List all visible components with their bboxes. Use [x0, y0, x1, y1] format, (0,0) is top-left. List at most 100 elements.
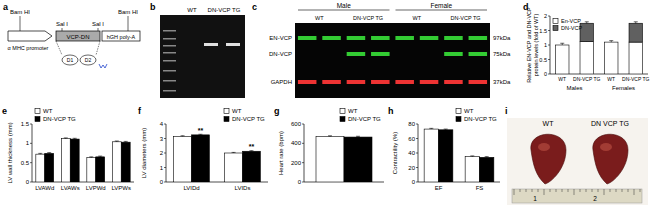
- site-line: [98, 28, 99, 31]
- blot-band: [322, 36, 341, 40]
- bar: [629, 23, 642, 42]
- error-cap: [485, 156, 489, 157]
- ruler-tick: [598, 189, 599, 192]
- bar: [316, 137, 344, 182]
- y-tick: [302, 162, 304, 163]
- tick-label: 1: [26, 140, 30, 146]
- legend-swatch: [340, 117, 345, 122]
- error-cap: [47, 152, 51, 153]
- restriction-site: Sal I: [92, 21, 104, 27]
- ruler-tick: [574, 189, 575, 195]
- tick-label: 0: [544, 71, 547, 77]
- tick-label: 1.5: [539, 28, 547, 34]
- group-label: Females: [612, 85, 635, 91]
- chart: LV wall thickness (mm)00.511.5LVAWdLVAWs…: [7, 108, 134, 191]
- chart: Heart rate (bpm)0200400600WTDN-VCP TG: [278, 108, 384, 185]
- error-cap: [98, 156, 102, 157]
- category-label: LVPWs: [111, 185, 131, 191]
- y-tick: [30, 182, 32, 183]
- tick-label: 3: [160, 136, 164, 142]
- tick-label: 600: [291, 121, 302, 127]
- legend-swatch: [224, 117, 229, 122]
- error-cap: [38, 153, 42, 154]
- ruler-tick: [622, 189, 623, 192]
- blot-band: [395, 80, 414, 84]
- bar: [87, 158, 96, 182]
- error-cap: [124, 141, 128, 142]
- site-line: [128, 16, 129, 31]
- lane-label: DN-VCP TG: [208, 7, 241, 13]
- legend-label: WT: [464, 108, 474, 114]
- error-cap: [634, 21, 638, 22]
- marks: [316, 136, 372, 182]
- gel-image: [160, 15, 245, 98]
- y-tick: [416, 138, 418, 139]
- ruler-tick: [586, 189, 587, 192]
- category-label: WT: [607, 76, 615, 82]
- site-line: [62, 28, 63, 31]
- error-cap: [470, 155, 474, 156]
- axis-title: protein levels (fold of WT): [533, 14, 539, 77]
- category-label: LVIDs: [235, 185, 251, 191]
- insert-box: [56, 31, 100, 41]
- bar: [192, 135, 210, 182]
- y-tick: [302, 143, 304, 144]
- axis-title: Contractility (%): [392, 132, 398, 174]
- y-tick: [302, 124, 304, 125]
- ladder-band: [163, 60, 176, 62]
- legend-label: DN-VCP TG: [232, 116, 265, 122]
- size-label: 97kDa: [493, 35, 511, 41]
- photo-bg: [507, 118, 648, 205]
- legend-swatch: [456, 117, 461, 122]
- tick-label: 1: [544, 42, 547, 48]
- domain: [80, 55, 96, 65]
- tick-label: 80: [408, 121, 415, 127]
- bar: [439, 130, 453, 182]
- y-tick: [416, 153, 418, 154]
- category-label: DN-VCP TG: [622, 76, 649, 82]
- panel-letter: f: [138, 106, 142, 116]
- tick-label: 4: [160, 121, 164, 127]
- size-label: 75kDa: [493, 51, 511, 57]
- tick-label: 0: [26, 179, 30, 185]
- gel-band: [204, 43, 218, 46]
- blot-band: [444, 80, 463, 84]
- error-cap: [444, 129, 448, 130]
- error-cap: [89, 156, 93, 157]
- tick-label: 0: [412, 179, 416, 185]
- error-cap: [356, 136, 360, 137]
- y-axis: [32, 124, 33, 182]
- y-tick: [416, 167, 418, 168]
- ruler-tick: [550, 189, 551, 192]
- ruler-tick: [556, 189, 557, 192]
- ruler-number: 1: [533, 195, 537, 202]
- legend-swatch: [35, 109, 40, 114]
- heart: [531, 134, 566, 184]
- promoter-box: [8, 31, 52, 41]
- restriction-site: Bam HI: [10, 9, 30, 15]
- ladder-band: [163, 38, 176, 40]
- size-label: 37kDa: [493, 79, 511, 85]
- marks: [424, 128, 494, 182]
- bar: [174, 136, 192, 182]
- polya-label: hGH poly-A: [107, 34, 136, 40]
- bar: [605, 42, 618, 74]
- blot-band: [347, 52, 366, 56]
- blot-band: [347, 80, 366, 84]
- y-tick: [30, 162, 32, 163]
- promoter-label: α MHC promoter: [8, 45, 49, 51]
- category-label: LVPWd: [86, 185, 106, 191]
- marks: [174, 134, 261, 182]
- tick-label: 60: [408, 136, 415, 142]
- bar: [61, 139, 70, 182]
- ruler-tick: [628, 189, 629, 192]
- chart: Relative EN-VCP and DN-VCPprotein levels…: [526, 7, 650, 91]
- blot-band: [298, 80, 317, 84]
- legend-label: WT: [43, 108, 53, 114]
- error-cap: [198, 134, 202, 135]
- blot-band: [347, 36, 366, 40]
- bar: [556, 45, 569, 46]
- bar: [629, 42, 642, 74]
- bar: [480, 157, 494, 182]
- photo-label: WT: [543, 120, 555, 127]
